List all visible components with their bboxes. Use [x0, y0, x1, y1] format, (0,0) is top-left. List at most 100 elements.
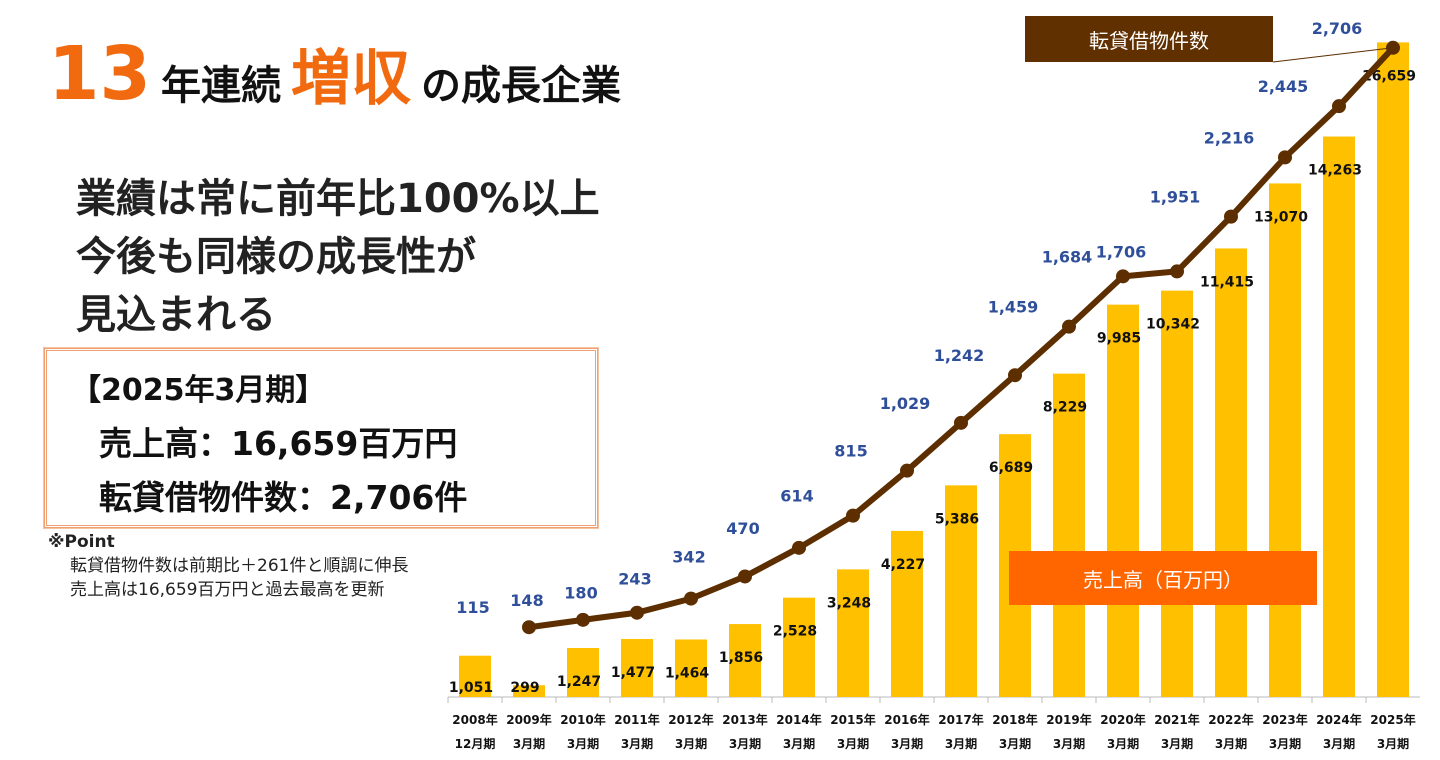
sales-bar-label: 1,464: [665, 665, 710, 681]
lead-line: 見込まれる: [76, 292, 276, 338]
point-note: ※Point 転貸借物件数は前期比＋261件と順調に伸長 売上高は16,659百…: [48, 530, 408, 602]
x-tick-label: 3月期: [1377, 736, 1409, 751]
headline-number: 13: [48, 31, 151, 117]
x-tick-label: 3月期: [621, 736, 653, 751]
sales-bar-label: 10,342: [1146, 317, 1200, 333]
sales-bar-label: 3,248: [827, 595, 871, 611]
x-tick-label: 3月期: [1053, 736, 1085, 751]
sales-bar-label: 13,070: [1254, 209, 1308, 225]
count-marker: [630, 605, 644, 620]
count-marker: [1224, 209, 1238, 224]
x-tick-label: 2011年: [614, 712, 659, 727]
count-marker: [792, 540, 806, 555]
x-tick-label: 2020年: [1100, 712, 1145, 727]
x-tick-label: 12月期: [455, 736, 496, 751]
count-marker: [684, 591, 698, 606]
count-marker: [1116, 269, 1130, 284]
x-tick-label: 3月期: [675, 736, 707, 751]
x-tick-label: 2012年: [668, 712, 713, 727]
sales-bar-label: 1,247: [557, 674, 601, 690]
x-tick-label: 3月期: [1161, 736, 1193, 751]
count-label: 243: [618, 570, 651, 589]
count-marker: [1170, 264, 1184, 279]
x-tick-label: 3月期: [783, 736, 815, 751]
count-marker: [1386, 40, 1400, 55]
x-tick-label: 2013年: [722, 712, 767, 727]
count-label: 1,029: [880, 394, 931, 413]
x-tick-label: 2017年: [938, 712, 983, 727]
sales-bar-label: 1,477: [611, 665, 655, 681]
sales-bar: [1053, 373, 1085, 697]
summary-box: 【2025年3月期】 売上高：16,659百万円 転貸借物件数：2,706件: [43, 347, 599, 529]
x-tick-label: 3月期: [837, 736, 869, 751]
count-label: 115: [456, 598, 489, 617]
x-tick-label: 3月期: [1107, 736, 1139, 751]
sales-bar: [567, 648, 599, 697]
count-marker: [738, 569, 752, 584]
count-marker: [1008, 368, 1022, 383]
sales-bar: [837, 569, 869, 697]
count-marker: [1062, 319, 1076, 334]
sales-bar-label: 11,415: [1200, 274, 1254, 290]
x-tick-label: 3月期: [729, 736, 761, 751]
x-tick-label: 2014年: [776, 712, 821, 727]
sales-bar: [945, 485, 977, 697]
sales-bar-label: 1,856: [719, 650, 763, 666]
sales-bar-label: 4,227: [881, 557, 925, 573]
count-marker: [522, 620, 536, 635]
x-tick-label: 3月期: [999, 736, 1031, 751]
sales-bar: [1269, 183, 1301, 697]
sales-bar-label: 6,689: [989, 460, 1033, 476]
note-line: 転貸借物件数は前期比＋261件と順調に伸長: [70, 556, 409, 576]
x-tick-label: 3月期: [567, 736, 599, 751]
sales-bar-label: 14,263: [1308, 163, 1362, 179]
count-marker: [576, 612, 590, 627]
count-marker: [846, 508, 860, 523]
x-tick-label: 3月期: [891, 736, 923, 751]
headline-text-1: 年連続: [160, 63, 281, 109]
sales-bar: [675, 639, 707, 697]
sales-bar: [891, 530, 923, 697]
x-tick-label: 2009年: [506, 712, 551, 727]
x-tick-label: 2022年: [1208, 712, 1253, 727]
x-tick-label: 2024年: [1316, 712, 1361, 727]
sales-bar-label: 16,659: [1362, 68, 1416, 84]
sales-bar: [1215, 248, 1247, 697]
headline-highlight: 増収: [290, 44, 411, 114]
count-label: 1,684: [1042, 247, 1093, 266]
sales-bar-label: 1,051: [449, 680, 493, 696]
x-tick-label: 2018年: [992, 712, 1037, 727]
headline-text-2: の成長企業: [420, 63, 621, 109]
legend-sales: 売上高（百万円）: [1009, 551, 1317, 605]
sales-bar-label: 8,229: [1043, 400, 1087, 416]
x-tick-label: 2008年: [452, 712, 497, 727]
count-label: 2,706: [1312, 19, 1363, 38]
x-tick-label: 2025年: [1370, 712, 1415, 727]
sales-bar-label: 5,386: [935, 511, 979, 527]
count-marker: [900, 463, 914, 478]
count-label: 180: [564, 584, 597, 603]
sales-bar: [729, 624, 761, 697]
x-tick-label: 2023年: [1262, 712, 1307, 727]
count-label: 614: [780, 487, 813, 506]
legend-leader-line: [1272, 47, 1394, 63]
count-label: 1,951: [1150, 188, 1201, 207]
sales-bar-label: 299: [510, 680, 539, 696]
count-marker: [1278, 150, 1292, 165]
note-line: 売上高は16,659百万円と過去最高を更新: [70, 580, 385, 600]
x-tick-label: 2021年: [1154, 712, 1199, 727]
lead-line: 業績は常に前年比100%以上: [76, 176, 600, 222]
count-label: 470: [726, 519, 759, 538]
legend-count: 転貸借物件数: [1025, 16, 1273, 62]
x-tick-label: 3月期: [1323, 736, 1355, 751]
sales-bar: [459, 655, 491, 697]
sales-bar: [1323, 136, 1355, 698]
count-marker: [1332, 99, 1346, 114]
sales-bar-label: 2,528: [773, 624, 817, 640]
sales-bar-label: 9,985: [1097, 331, 1141, 347]
summary-count: 転貸借物件数：2,706件: [99, 478, 468, 517]
sales-bar: [1107, 304, 1139, 697]
x-tick-label: 3月期: [513, 736, 545, 751]
summary-sales: 売上高：16,659百万円: [99, 424, 458, 463]
